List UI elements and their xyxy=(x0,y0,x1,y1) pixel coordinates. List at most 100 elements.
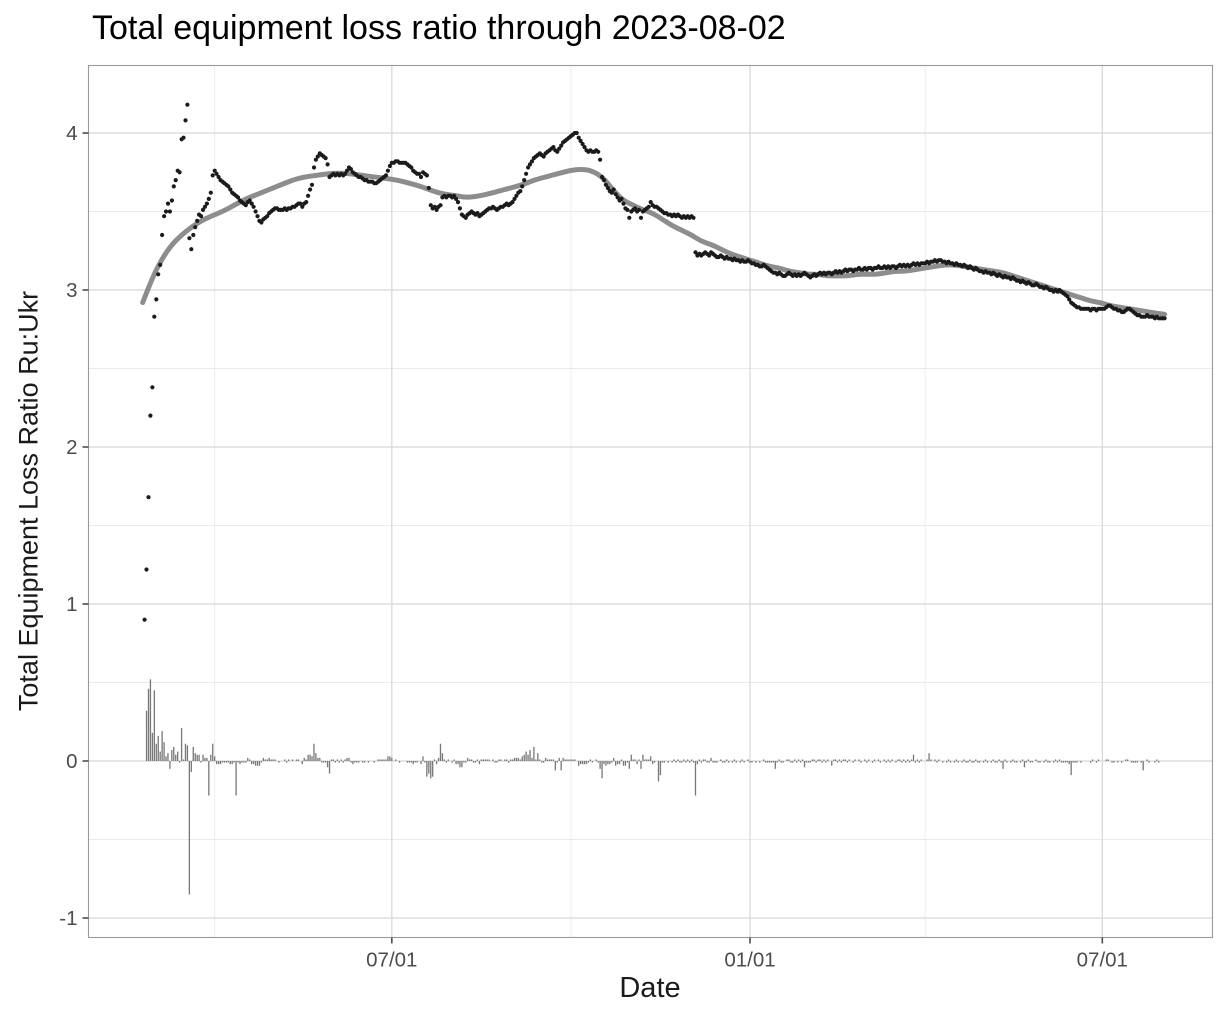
daily-change-bar xyxy=(157,735,159,761)
daily-change-bar xyxy=(235,761,237,796)
daily-change-bar xyxy=(1056,761,1059,763)
daily-change-bar xyxy=(1089,761,1092,763)
daily-change-bar xyxy=(482,759,484,761)
daily-change-bar xyxy=(969,759,971,761)
daily-change-bar xyxy=(912,754,915,761)
daily-change-bar xyxy=(685,761,687,763)
daily-change-bar xyxy=(883,759,885,761)
daily-change-bar xyxy=(827,759,829,761)
daily-change-bar xyxy=(153,690,155,761)
daily-change-bar xyxy=(696,761,699,765)
daily-change-bar xyxy=(864,759,866,761)
ratio-point xyxy=(235,195,241,200)
daily-change-bar xyxy=(313,743,315,761)
daily-change-bar xyxy=(819,759,821,761)
daily-change-bar xyxy=(529,750,531,761)
daily-change-bar xyxy=(330,759,333,761)
ratio-point xyxy=(551,145,556,150)
daily-change-bar xyxy=(866,761,868,763)
daily-change-bar xyxy=(147,688,150,761)
daily-change-bar xyxy=(461,761,463,768)
daily-change-bar xyxy=(821,761,823,763)
daily-change-bar xyxy=(237,761,239,763)
daily-change-bar xyxy=(208,761,210,796)
daily-change-bar xyxy=(373,761,375,763)
ratio-point xyxy=(315,154,320,159)
daily-change-bar xyxy=(437,757,440,761)
daily-change-bar xyxy=(977,761,979,763)
daily-change-bar xyxy=(871,761,874,763)
daily-change-bar xyxy=(905,761,907,763)
daily-change-bar xyxy=(519,759,521,761)
daily-change-bar xyxy=(885,761,887,763)
ratio-point xyxy=(600,174,605,180)
daily-change-bar xyxy=(1095,761,1098,763)
daily-change-bar xyxy=(395,759,397,761)
daily-change-bar xyxy=(535,759,537,761)
daily-change-bar xyxy=(1012,759,1014,761)
daily-change-bar xyxy=(558,757,560,761)
daily-change-bar xyxy=(1154,761,1156,763)
daily-change-bar xyxy=(297,759,300,761)
daily-change-bar xyxy=(1025,761,1028,763)
daily-change-bar xyxy=(595,759,597,761)
daily-change-bar xyxy=(1136,761,1139,763)
daily-change-bar xyxy=(1148,761,1150,763)
daily-change-bar xyxy=(305,759,307,761)
daily-change-bar xyxy=(675,761,677,763)
ratio-point xyxy=(206,196,211,201)
ratio-point xyxy=(514,193,519,198)
daily-change-bar xyxy=(258,761,261,766)
ratio-point xyxy=(228,187,233,192)
daily-change-bar xyxy=(398,761,401,763)
daily-change-bar xyxy=(706,761,708,763)
daily-change-bar xyxy=(687,759,689,761)
daily-change-bar xyxy=(914,761,917,763)
daily-change-bar xyxy=(648,759,650,761)
ratio-point xyxy=(216,174,221,180)
daily-change-bar xyxy=(762,759,765,761)
daily-change-bar xyxy=(930,759,932,761)
daily-change-bar xyxy=(1027,759,1030,761)
daily-change-bar xyxy=(192,746,194,761)
daily-change-bar xyxy=(568,759,570,761)
ratio-point xyxy=(432,204,437,209)
daily-change-bar xyxy=(1068,761,1070,765)
daily-change-bar xyxy=(751,761,753,763)
ratio-point xyxy=(512,196,517,201)
daily-change-bar xyxy=(515,757,518,761)
daily-change-bar xyxy=(798,759,800,761)
daily-change-bar xyxy=(759,761,761,763)
daily-change-bar xyxy=(223,761,226,763)
ratio-point xyxy=(707,253,712,258)
daily-change-bar xyxy=(496,761,498,763)
daily-change-bar xyxy=(934,759,936,761)
ratio-point xyxy=(529,159,535,164)
y-tick-label: 2 xyxy=(66,436,77,459)
daily-change-bar xyxy=(435,761,438,765)
daily-change-bar xyxy=(342,761,344,763)
daily-change-bar xyxy=(428,761,430,774)
daily-change-bar xyxy=(854,759,856,761)
ratio-point xyxy=(582,145,587,150)
daily-change-bar xyxy=(755,761,757,763)
daily-change-bar xyxy=(877,759,880,761)
daily-change-bar xyxy=(424,761,426,763)
daily-change-bar xyxy=(439,743,442,761)
daily-change-bar xyxy=(145,710,148,761)
daily-change-bar xyxy=(445,761,447,763)
daily-change-bar xyxy=(938,759,940,761)
daily-change-bar xyxy=(356,761,358,763)
daily-change-bar xyxy=(254,761,257,766)
daily-change-bar xyxy=(920,759,922,761)
daily-change-bar xyxy=(476,759,479,761)
daily-change-bar xyxy=(628,761,630,769)
daily-change-bar xyxy=(908,761,911,763)
ratio-point xyxy=(181,135,186,140)
daily-change-bar xyxy=(367,761,370,763)
ratio-point xyxy=(605,185,611,191)
daily-change-bar xyxy=(163,742,165,761)
daily-change-bar xyxy=(677,759,679,761)
daily-change-bar xyxy=(155,743,157,761)
daily-change-bar xyxy=(630,754,632,761)
